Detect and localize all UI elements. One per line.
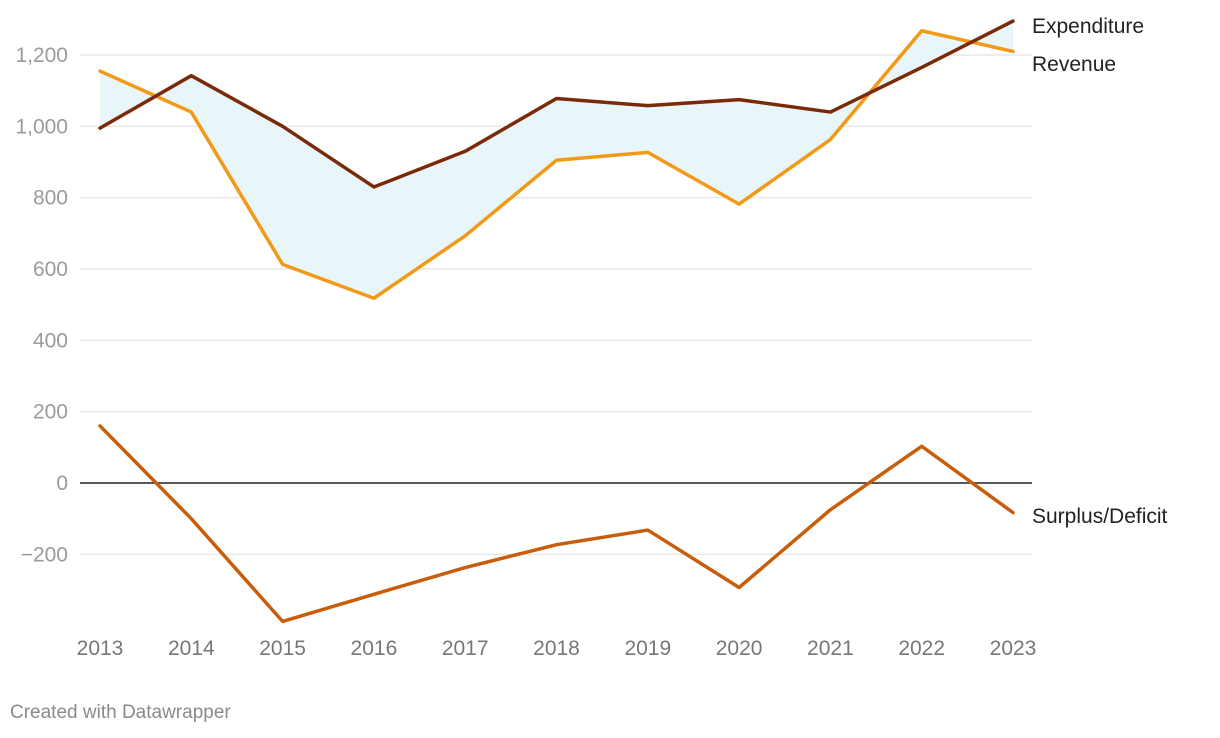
x-tick-label: 2021 [807,637,854,660]
y-tick-label: 0 [56,472,68,495]
series-label: Revenue [1032,53,1116,76]
y-tick-label: 400 [33,329,68,352]
y-axis-ticks: −200 0 200 400 600 800 1,000 1,200 [15,44,68,566]
x-axis-ticks: 2013 2014 2015 2016 2017 2018 2019 2020 2021 2022… [77,637,1037,660]
y-tick-label: 1,000 [15,115,68,138]
credit-text: Created with Datawrapper [10,702,231,723]
series-line-surplus-deficit [98,424,1015,624]
x-tick-label: 2016 [351,637,398,660]
x-tick-label: 2017 [442,637,489,660]
x-tick-label: 2022 [898,637,945,660]
x-tick-label: 2014 [168,637,215,660]
y-tick-label: 200 [33,401,68,424]
x-tick-label: 2015 [259,637,306,660]
y-tick-label: 800 [33,187,68,210]
series-line-expenditure [98,19,1015,189]
series-line-revenue [98,28,1015,300]
y-tick-label: −200 [21,543,68,566]
series-label: Surplus/Deficit [1032,505,1168,528]
y-tick-label: 1,200 [15,44,68,67]
x-tick-label: 2018 [533,637,580,660]
series-label: Expenditure [1032,15,1144,38]
x-tick-label: 2020 [716,637,763,660]
x-tick-label: 2019 [624,637,671,660]
y-tick-label: 600 [33,258,68,281]
series-labels: Expenditure Revenue Surplus/Deficit [1032,15,1168,528]
series-lines [98,19,1015,624]
x-tick-label: 2023 [990,637,1037,660]
x-tick-label: 2013 [77,637,124,660]
